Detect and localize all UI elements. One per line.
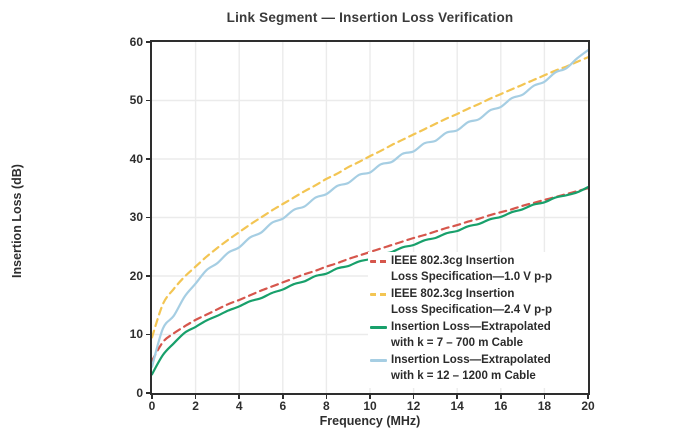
x-tick-label: 0	[148, 399, 156, 413]
y-tick-label: 40	[129, 151, 143, 166]
x-tick-mark	[238, 395, 240, 399]
x-tick-mark	[325, 395, 328, 399]
x-tick-label: 2	[192, 399, 199, 413]
x-tick-label: 4	[235, 399, 243, 413]
legend-label: IEEE 802.3cg Insertion	[391, 255, 515, 267]
x-tick-mark	[456, 395, 458, 399]
x-tick-mark	[543, 395, 546, 399]
x-tick-mark	[369, 395, 371, 399]
legend-entry-1200m: Insertion Loss—Extrapolated with k = 12 …	[370, 353, 588, 384]
x-tick-label: 16	[494, 399, 508, 413]
y-tick-mark	[146, 41, 150, 43]
x-tick-label: 6	[279, 399, 287, 413]
solid-line-swatch-blue	[370, 359, 387, 362]
legend-label: IEEE 802.3cg Insertion	[391, 288, 515, 300]
x-tick-label: 8	[323, 399, 330, 413]
y-tick-label: 10	[129, 327, 143, 341]
x-tick-label: 18	[537, 399, 552, 413]
legend-entry-spec-1v: IEEE 802.3cg Insertion Loss Specificatio…	[370, 254, 588, 285]
legend-label: Loss Specification—1.0 V p-p	[391, 270, 553, 283]
y-tick-label: 0	[136, 385, 143, 400]
legend: IEEE 802.3cg Insertion Loss Specificatio…	[368, 252, 588, 388]
x-tick-mark	[194, 395, 197, 399]
legend-label: Insertion Loss—Extrapolated	[391, 321, 551, 333]
x-tick-mark	[282, 395, 284, 399]
y-tick-label: 50	[129, 93, 143, 107]
y-tick-mark	[146, 99, 150, 102]
y-tick-mark	[146, 216, 150, 219]
legend-label: Loss Specification—2.4 V p-p	[391, 303, 553, 316]
y-tick-mark	[146, 275, 150, 277]
y-tick-mark	[146, 158, 150, 160]
x-tick-mark	[500, 395, 502, 399]
x-tick-label: 10	[363, 399, 377, 413]
chart-title: Link Segment — Insertion Loss Verificati…	[226, 10, 514, 25]
x-tick-mark	[412, 395, 415, 399]
y-tick-label: 30	[129, 210, 143, 224]
legend-entry-700m: Insertion Loss—Extrapolated with k = 7 –…	[370, 320, 588, 351]
dashed-line-swatch-red	[370, 260, 387, 263]
y-tick-mark	[146, 392, 150, 394]
x-tick-label: 20	[581, 399, 595, 413]
x-tick-mark	[151, 395, 153, 399]
legend-entry-spec-2v4: IEEE 802.3cg Insertion Loss Specificatio…	[370, 287, 588, 318]
dashed-line-swatch-yellow	[370, 293, 387, 296]
x-tick-label: 14	[450, 399, 464, 413]
y-tick-label: 20	[129, 268, 143, 283]
solid-line-swatch-green	[370, 326, 387, 329]
legend-label: with k = 12 – 1200 m Cable	[391, 369, 536, 382]
legend-label: with k = 7 – 700 m Cable	[391, 336, 523, 349]
x-axis-label: Frequency (MHz)	[319, 414, 421, 428]
x-tick-mark	[587, 395, 589, 399]
legend-label: Insertion Loss—Extrapolated	[391, 354, 551, 366]
y-axis-label: Insertion Loss (dB)	[10, 164, 24, 278]
x-tick-label: 12	[406, 399, 421, 413]
y-tick-mark	[146, 333, 150, 336]
y-tick-label: 60	[129, 34, 143, 49]
